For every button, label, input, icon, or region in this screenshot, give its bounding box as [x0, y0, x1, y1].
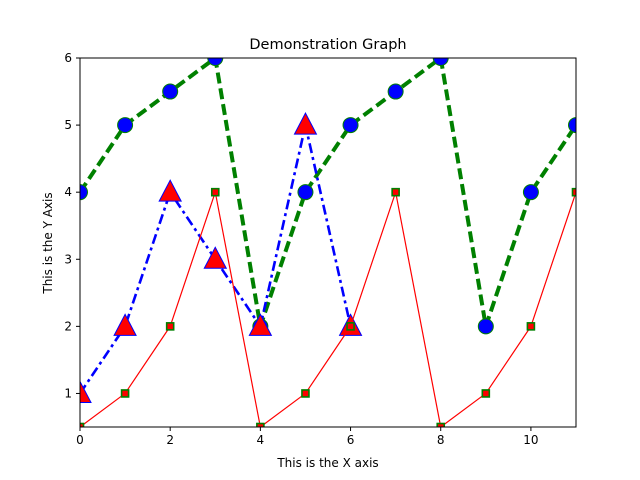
series-0-point-9: [477, 318, 494, 335]
series-2-point-10: [526, 322, 536, 331]
series-1-point-2: [158, 179, 183, 202]
x-axis-label: This is the X axis: [276, 456, 378, 470]
series-1-point-5: [293, 112, 318, 135]
chart-title: Demonstration Graph: [249, 37, 406, 53]
series-2-point-9: [481, 389, 491, 398]
series-1-point-3: [203, 246, 228, 269]
axes-frame: [79, 57, 577, 428]
series-0-line: [80, 58, 576, 329]
series-0-point-7: [387, 83, 404, 100]
series-0-point-6: [342, 117, 359, 134]
series-2-point-1: [120, 389, 130, 398]
y-tick-label-5: 5: [64, 118, 72, 132]
x-tick-label-4: 4: [257, 433, 265, 447]
y-tick-label-2: 2: [64, 319, 72, 333]
series-1-point-4: [248, 313, 273, 336]
series-2-point-11: [571, 187, 576, 197]
series-1: [80, 112, 363, 403]
series-2-point-5: [301, 389, 310, 398]
y-axis-label: This is the Y Axis: [41, 192, 55, 294]
series-0-point-3: [207, 58, 224, 66]
series-1-point-0: [80, 380, 92, 403]
series-2-point-8: [436, 422, 446, 427]
series-2: [80, 187, 576, 427]
y-tick-label-6: 6: [64, 51, 72, 65]
x-tick-label-8: 8: [437, 433, 445, 447]
series-2-point-0: [80, 422, 85, 427]
series-0-point-5: [297, 184, 314, 201]
series-2-point-3: [210, 187, 220, 197]
series-2-point-4: [256, 422, 265, 427]
x-tick-label-2: 2: [166, 433, 174, 447]
y-tick-label-1: 1: [64, 386, 72, 400]
data-layer: [80, 58, 576, 427]
series-0-point-1: [117, 117, 134, 134]
series-0-point-8: [432, 58, 449, 66]
series-0-point-0: [80, 184, 88, 201]
y-tick-label-4: 4: [64, 185, 72, 199]
series-2-point-2: [165, 322, 175, 331]
series-0-point-2: [162, 83, 179, 100]
series-0-point-11: [568, 117, 576, 134]
series-0-point-10: [522, 184, 539, 201]
series-2-point-7: [391, 187, 400, 197]
series-1-point-1: [113, 313, 137, 336]
series-2-point-6: [346, 322, 355, 331]
y-tick-label-3: 3: [64, 252, 72, 266]
x-tick-label-10: 10: [523, 433, 538, 447]
series-2-line: [80, 191, 576, 427]
plot-background: [80, 58, 576, 427]
x-tick-label-0: 0: [76, 433, 84, 447]
x-tick-label-6: 6: [347, 433, 355, 447]
